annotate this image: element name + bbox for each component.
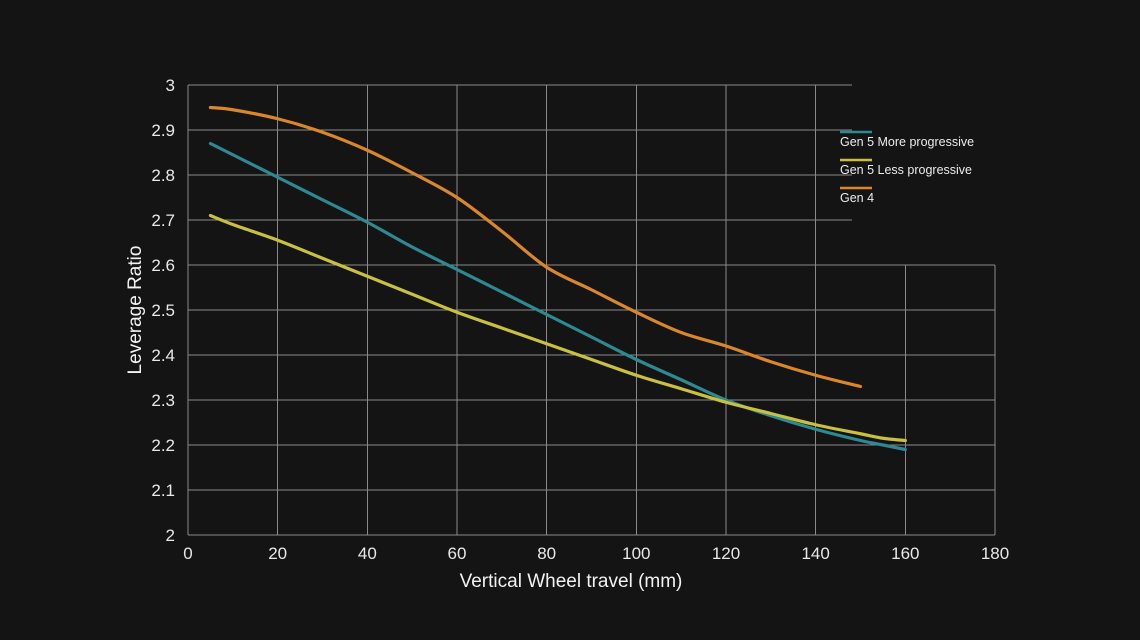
x-axis-title: Vertical Wheel travel (mm)	[460, 571, 683, 592]
x-tick-label: 80	[537, 544, 556, 563]
legend-label: Gen 4	[840, 191, 874, 205]
x-tick-label: 160	[891, 544, 919, 563]
y-tick-label: 2.2	[151, 436, 175, 455]
y-tick-label: 2.3	[151, 391, 175, 410]
x-tick-label: 120	[712, 544, 740, 563]
y-tick-label: 2.4	[151, 346, 175, 365]
y-tick-label: 2.6	[151, 256, 175, 275]
x-tick-label: 40	[358, 544, 377, 563]
y-axis-title: Leverage Ratio	[125, 246, 146, 375]
y-tick-label: 2.5	[151, 301, 175, 320]
x-tick-label: 60	[448, 544, 467, 563]
legend-label: Gen 5 More progressive	[840, 135, 974, 149]
series-line-1	[208, 141, 907, 452]
series-layer	[208, 105, 907, 452]
x-axis-tick-labels: 0 20 40 60 80 100 120 140 160 180	[183, 544, 1009, 563]
y-tick-label: 2.7	[151, 211, 175, 230]
y-tick-label: 2.1	[151, 481, 175, 500]
x-tick-label: 100	[622, 544, 650, 563]
x-tick-label: 180	[981, 544, 1009, 563]
legend-label: Gen 5 Less progressive	[840, 163, 972, 177]
series-line-3	[208, 105, 863, 389]
legend: Gen 5 More progressive Gen 5 Less progres…	[840, 130, 974, 205]
y-tick-label: 2.8	[151, 166, 175, 185]
y-axis-tick-labels: 2 2.1 2.2 2.3 2.4 2.5 2.6 2.7 2.8 2.9 3	[151, 76, 175, 545]
y-tick-label: 2.9	[151, 121, 175, 140]
x-tick-label: 20	[268, 544, 287, 563]
grid-layer	[187, 84, 996, 536]
x-tick-label: 140	[801, 544, 829, 563]
x-tick-label: 0	[183, 544, 192, 563]
series-line-2	[208, 213, 907, 443]
y-tick-label: 2	[166, 526, 175, 545]
y-tick-label: 3	[166, 76, 175, 95]
